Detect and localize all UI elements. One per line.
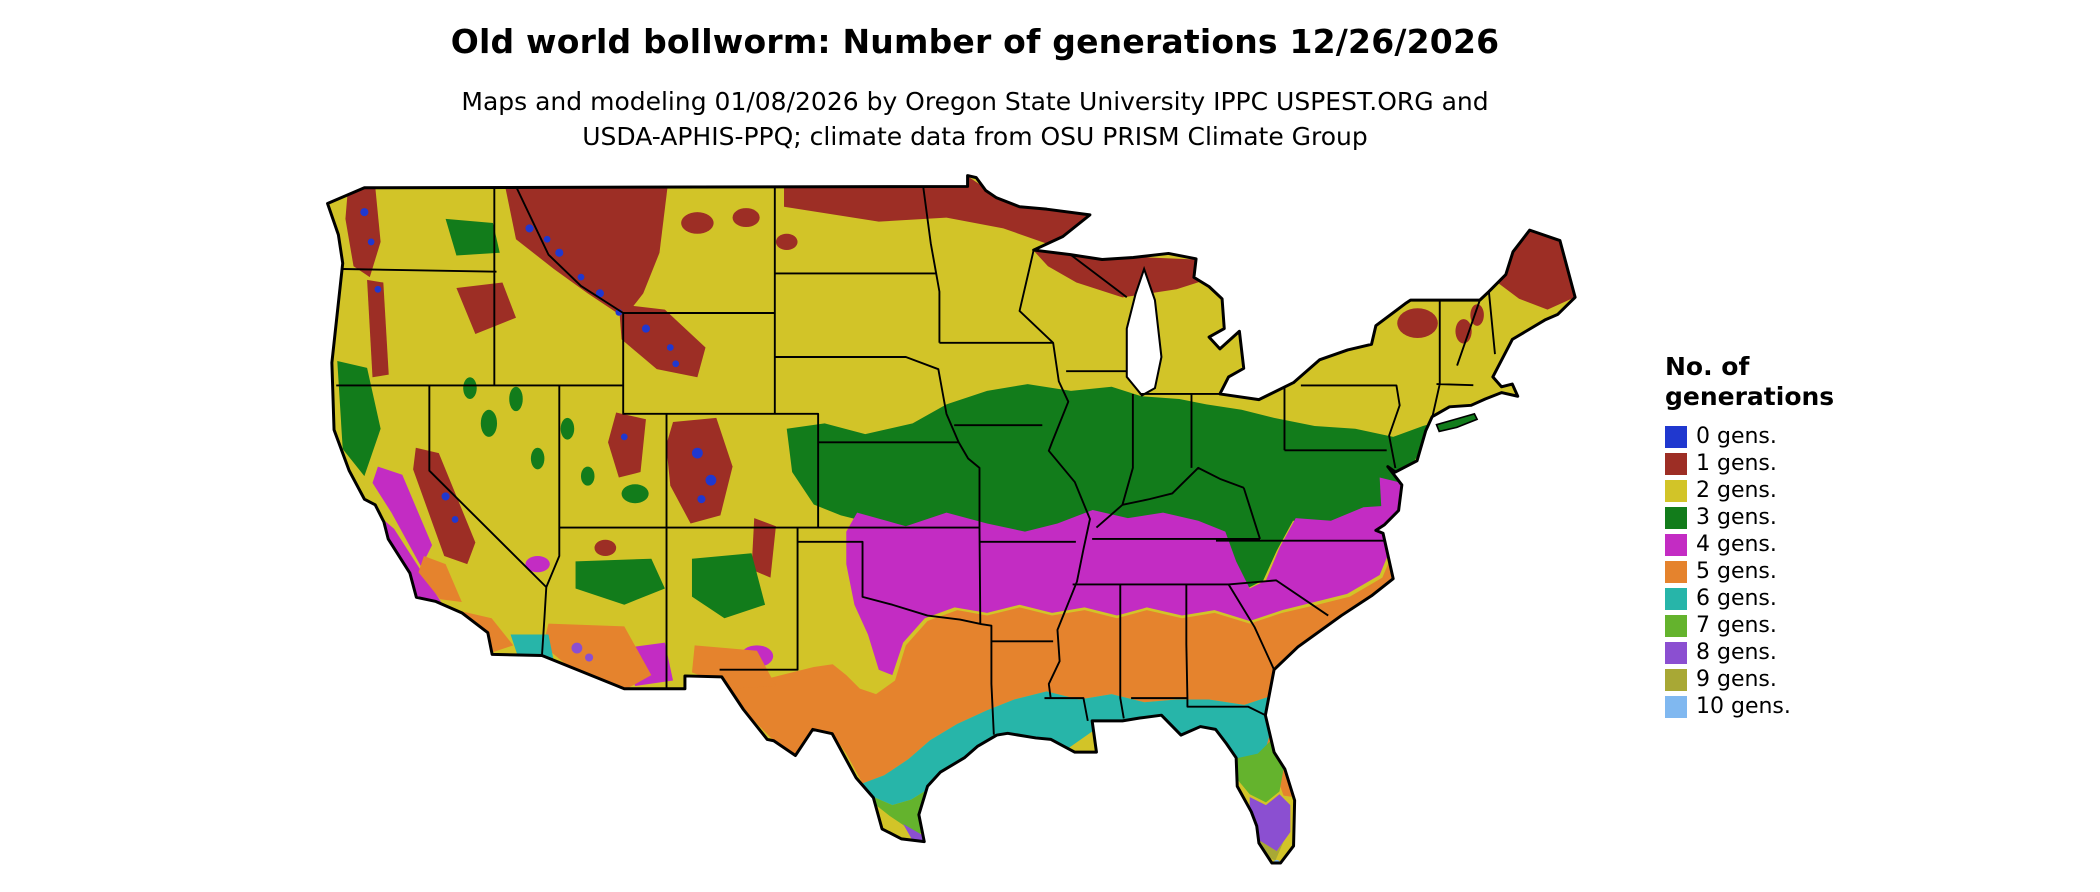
gen-0-specks [360, 208, 717, 523]
legend-item-label: 10 gens. [1696, 694, 1791, 719]
legend-item: 0 gens. [1665, 425, 1885, 448]
legend-item: 7 gens. [1665, 614, 1885, 637]
legend-swatch-4-gens [1665, 533, 1687, 556]
legend-item: 4 gens. [1665, 533, 1885, 556]
map-title: Old world bollworm: Number of generation… [450, 22, 1500, 61]
legend-item-label: 2 gens. [1696, 478, 1777, 503]
long-island [1435, 412, 1479, 433]
legend-item-label: 7 gens. [1696, 613, 1777, 638]
legend-item: 1 gens. [1665, 452, 1885, 475]
legend-item-label: 5 gens. [1696, 559, 1777, 584]
legend-item: 8 gens. [1665, 641, 1885, 664]
legend-item-label: 9 gens. [1696, 667, 1777, 692]
legend-swatch-0-gens [1665, 425, 1687, 448]
legend-swatch-6-gens [1665, 587, 1687, 610]
legend-item-label: 8 gens. [1696, 640, 1777, 665]
legend-swatch-3-gens [1665, 506, 1687, 529]
legend-swatch-1-gens [1665, 452, 1687, 475]
legend-item-label: 1 gens. [1696, 451, 1777, 476]
legend-swatch-2-gens [1665, 479, 1687, 502]
us-map-svg [326, 174, 1577, 865]
legend-item-label: 0 gens. [1696, 424, 1777, 449]
legend-title-line1: No. of [1665, 352, 1750, 381]
legend-item: 10 gens. [1665, 695, 1885, 718]
legend-item: 2 gens. [1665, 479, 1885, 502]
map-subtitle-line1: Maps and modeling 01/08/2026 by Oregon S… [461, 87, 1489, 116]
map-subtitle-line2: USDA-APHIS-PPQ; climate data from OSU PR… [582, 122, 1368, 151]
legend-swatch-7-gens [1665, 614, 1687, 637]
legend-item: 5 gens. [1665, 560, 1885, 583]
legend-title-line2: generations [1665, 382, 1835, 411]
gen-1-regions [345, 175, 1575, 701]
us-outline [326, 174, 1577, 865]
us-generations-map [310, 158, 1610, 889]
legend: No. of generations 0 gens. 1 gens. 2 gen… [1665, 352, 1885, 718]
legend-item: 6 gens. [1665, 587, 1885, 610]
legend-item: 9 gens. [1665, 668, 1885, 691]
state-borders [336, 186, 1496, 735]
legend-swatch-9-gens [1665, 668, 1687, 691]
raster-regions [327, 175, 1576, 864]
legend-swatch-5-gens [1665, 560, 1687, 583]
legend-item-label: 3 gens. [1696, 505, 1777, 530]
legend-item-label: 4 gens. [1696, 532, 1777, 557]
legend-swatch-10-gens [1665, 695, 1687, 718]
legend-item: 3 gens. [1665, 506, 1885, 529]
legend-swatch-8-gens [1665, 641, 1687, 664]
legend-title: No. of generations [1665, 352, 1885, 412]
map-subtitle: Maps and modeling 01/08/2026 by Oregon S… [0, 84, 1950, 154]
legend-items: 0 gens. 1 gens. 2 gens. 3 gens. 4 gens. … [1665, 425, 1885, 718]
lake-michigan [1125, 265, 1163, 397]
legend-item-label: 6 gens. [1696, 586, 1777, 611]
gen-3-regions [337, 218, 1442, 727]
